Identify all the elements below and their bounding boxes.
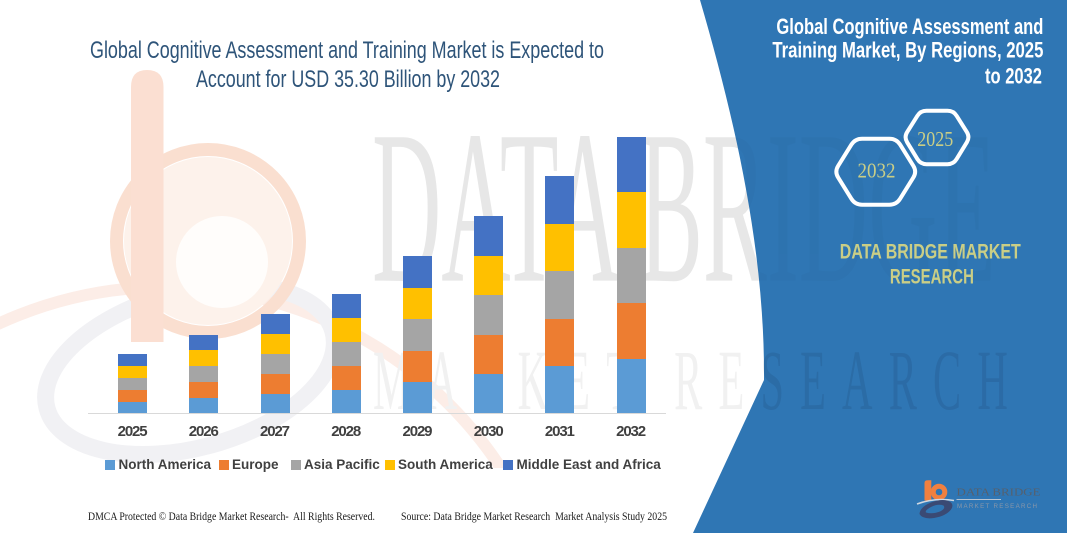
svg-text:to 2032: to 2032 — [985, 64, 1042, 89]
svg-text:DATA BRIDGE: DATA BRIDGE — [957, 486, 1041, 498]
svg-text:MARKET RESEARCH: MARKET RESEARCH — [957, 503, 1037, 510]
svg-text:2032: 2032 — [858, 159, 896, 183]
svg-text:2028: 2028 — [331, 423, 361, 440]
svg-text:2025: 2025 — [118, 423, 148, 440]
svg-text:2030: 2030 — [474, 423, 504, 440]
svg-text:DATA BRIDGE MARKET: DATA BRIDGE MARKET — [840, 241, 1021, 264]
svg-text:2032: 2032 — [616, 423, 646, 440]
svg-text:Global Cognitive Assessment an: Global Cognitive Assessment and — [776, 14, 1043, 39]
svg-text:Source: Data Bridge Market Res: Source: Data Bridge Market Research Mark… — [401, 511, 667, 523]
svg-text:MARKET RESEARCH: MARKET RESEARCH — [373, 332, 1024, 428]
svg-text:RESEARCH: RESEARCH — [890, 266, 974, 289]
svg-text:DMCA Protected © Data Bridge M: DMCA Protected © Data Bridge Market Rese… — [88, 511, 375, 523]
svg-text:Account for USD 35.30 Billion: Account for USD 35.30 Billion by 2032 — [196, 66, 500, 93]
svg-text:Training Market, By Regions, 2: Training Market, By Regions, 2025 — [772, 38, 1043, 63]
svg-text:DATA BRIDGE: DATA BRIDGE — [372, 87, 996, 329]
svg-text:2026: 2026 — [189, 423, 219, 440]
svg-text:2029: 2029 — [403, 423, 433, 440]
svg-text:2027: 2027 — [260, 423, 290, 440]
svg-text:2025: 2025 — [917, 127, 953, 151]
svg-text:Global Cognitive Assessment an: Global Cognitive Assessment and Training… — [90, 37, 604, 64]
svg-text:2031: 2031 — [545, 423, 575, 440]
